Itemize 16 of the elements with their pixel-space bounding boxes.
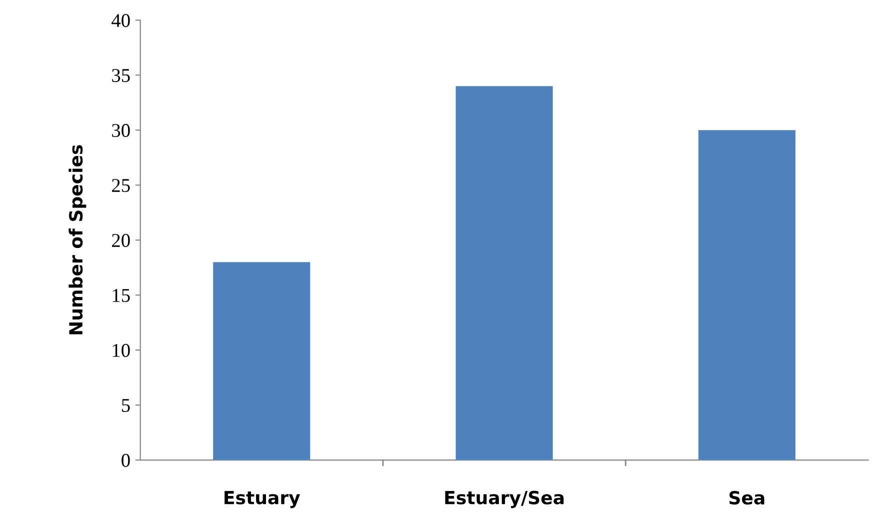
y-tick-label: 30 <box>112 124 130 138</box>
bar <box>213 262 310 460</box>
y-tick-label: 25 <box>112 178 130 192</box>
y-tick-label: 10 <box>112 344 130 358</box>
y-tick-label: 20 <box>112 234 130 248</box>
x-tick-label: Estuary/Sea <box>445 490 564 508</box>
x-tick-label: Estuary <box>224 491 300 508</box>
y-tick-label: 0 <box>122 454 130 467</box>
y-tick-label: 40 <box>112 14 130 28</box>
bar <box>456 86 553 460</box>
y-axis-title: Number of Species <box>68 145 86 334</box>
x-tick-label: Sea <box>729 490 764 505</box>
bar <box>698 130 796 460</box>
y-tick-label: 35 <box>112 69 130 82</box>
y-tick-label: 15 <box>112 288 130 302</box>
y-tick-label: 5 <box>122 399 130 412</box>
